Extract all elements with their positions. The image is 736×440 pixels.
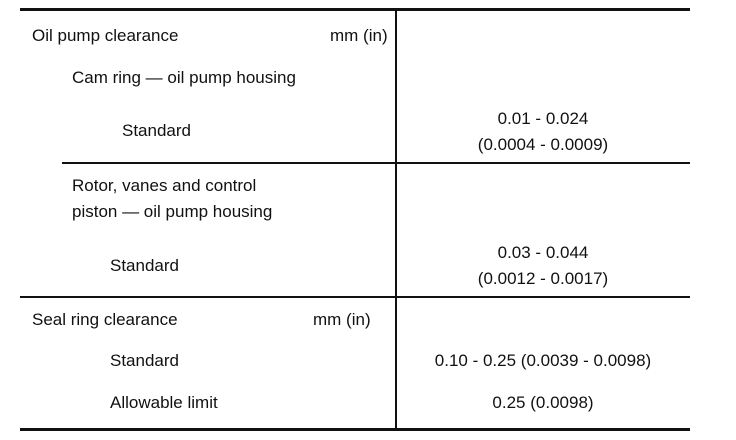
value: 0.10 - 0.25 (0.0039 - 0.0098) [434,351,652,370]
value: 0.01 - 0.024 [497,109,589,128]
row-label: Standard [122,121,191,140]
item-label: Cam ring — oil pump housing [72,68,296,87]
item-label: Rotor, vanes and control [72,176,257,195]
rule [62,162,690,164]
item-label: piston — oil pump housing [72,202,273,221]
section-title: Oil pump clearance [32,26,179,45]
unit: mm (in) [330,26,388,45]
value: (0.0004 - 0.0009) [477,135,609,154]
unit: mm (in) [313,310,371,329]
value: 0.03 - 0.044 [497,243,589,262]
value: 0.25 (0.0098) [492,393,594,412]
section-title: Seal ring clearance [32,310,178,329]
rule [20,428,690,431]
rule [20,8,690,11]
value: (0.0012 - 0.0017) [477,269,609,288]
row-label: Allowable limit [110,393,218,412]
row-label: Standard [110,351,179,370]
rule [20,296,690,298]
column-rule [395,10,397,430]
row-label: Standard [110,256,179,275]
